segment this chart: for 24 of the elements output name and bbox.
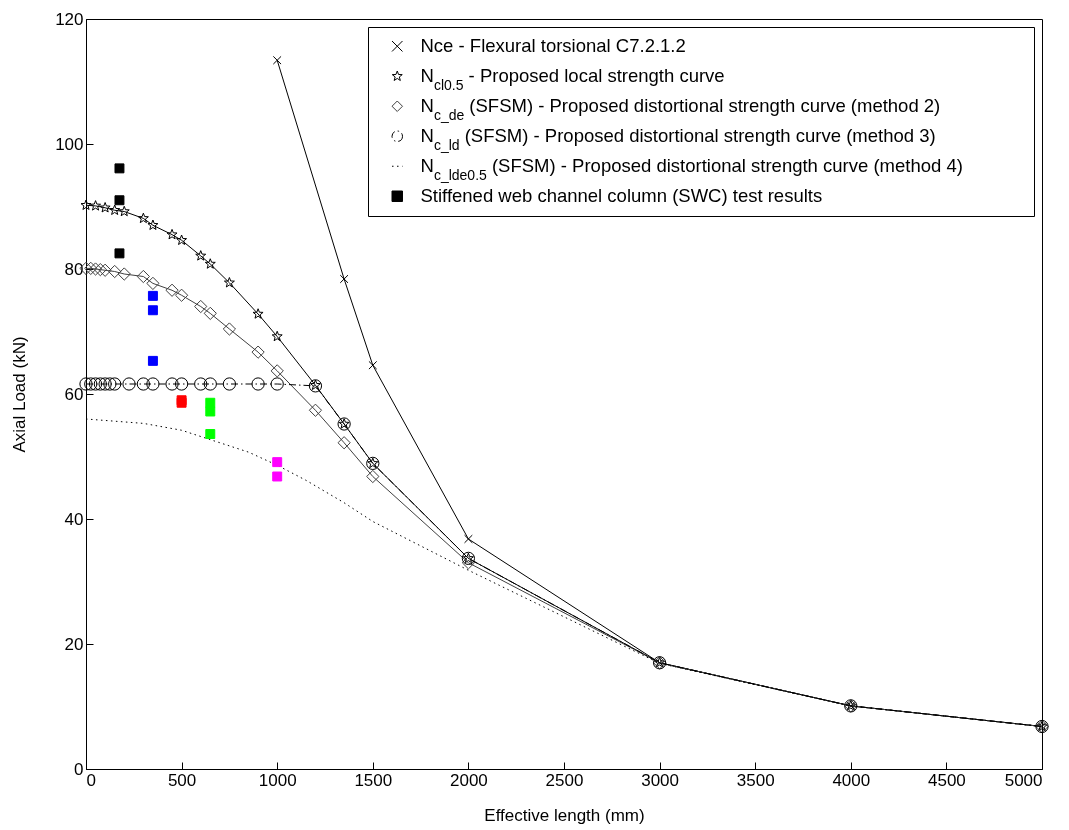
x-tick-label: 1000: [258, 770, 297, 790]
y-tick-label: 120: [55, 9, 84, 29]
y-tick-label: 80: [64, 259, 84, 279]
x-tick-label: 2000: [449, 770, 488, 790]
x-tick-label: 1500: [354, 770, 393, 790]
x-tick-label: 4500: [927, 770, 966, 790]
legend-label: N$_{c_lde0.5}$ (SFSM) - Proposed distortional strength curve (method 4): [420, 155, 963, 184]
legend-label: N$_{c_de}$ (SFSM) - Proposed distortional strength curve (method 2): [420, 95, 941, 124]
y-tick-label: 100: [55, 134, 84, 154]
x-tick-label: 3500: [736, 770, 775, 790]
y-axis-title: Axial Load (kN): [9, 336, 29, 453]
x-tick-label: 500: [167, 770, 197, 790]
x-tick-label: 2500: [545, 770, 584, 790]
y-tick-label: 60: [64, 384, 84, 404]
x-tick-label: 4000: [832, 770, 871, 790]
legend-label: N$_{c_ld}$ (SFSM) - Proposed distortional strength curve (method 3): [420, 125, 936, 154]
x-axis-title: Effective length (mm): [484, 805, 645, 825]
legend-label: Nce - Flexural torsional C7.2.1.2: [420, 35, 686, 57]
x-tick-label: 5000: [1004, 770, 1043, 790]
y-tick-label: 40: [64, 509, 84, 529]
x-tick-label: 3000: [641, 770, 680, 790]
legend-label: N$_{cl0.5}$ - Proposed local strength curve: [420, 65, 725, 94]
y-tick-label: 20: [64, 634, 84, 654]
legend-label: Stiffened web channel column (SWC) test results: [420, 185, 823, 207]
